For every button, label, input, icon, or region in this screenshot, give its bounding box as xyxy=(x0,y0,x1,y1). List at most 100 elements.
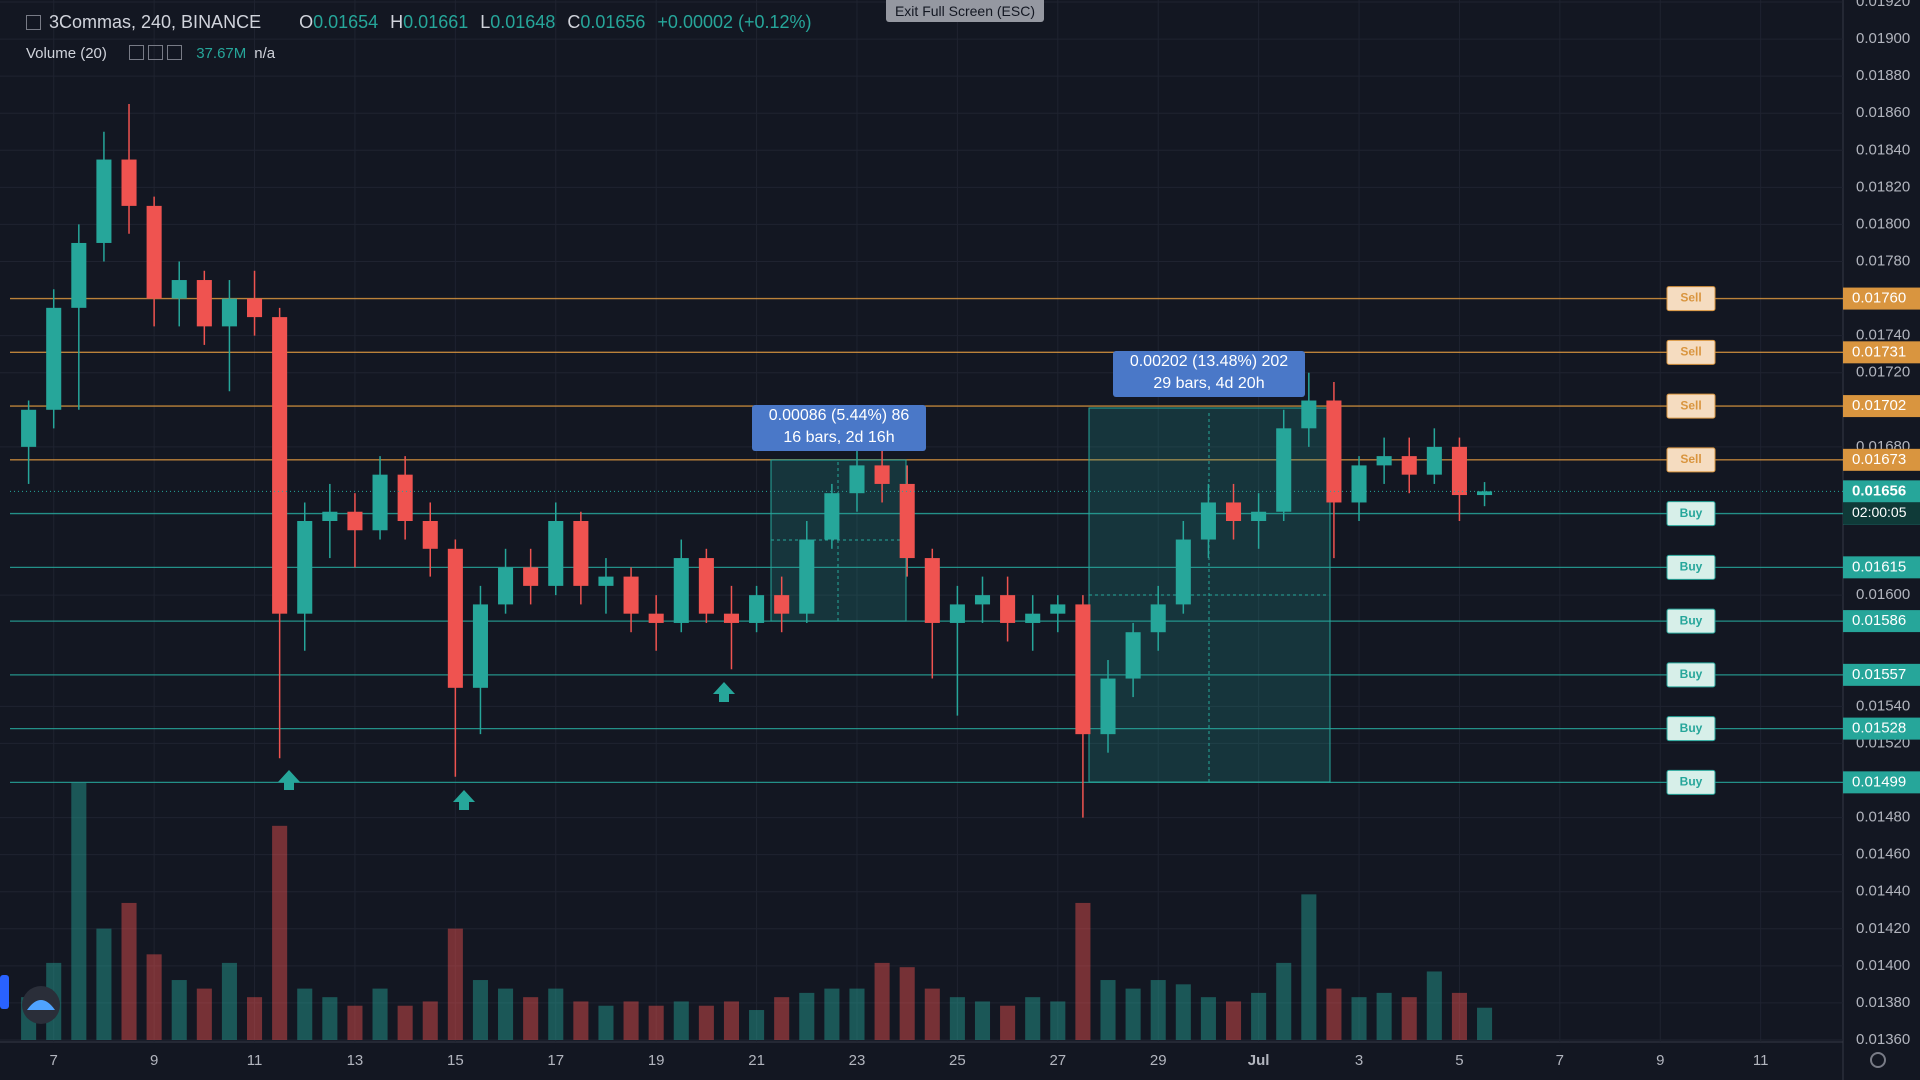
eye-icon[interactable] xyxy=(129,45,145,60)
volume-bar xyxy=(899,967,915,1040)
x-tick-label: 3 xyxy=(1355,1052,1363,1069)
exit-fullscreen[interactable]: Exit Full Screen (ESC) xyxy=(886,0,1044,22)
price-label-bg xyxy=(1843,395,1920,418)
order-button-text[interactable]: Sell xyxy=(1680,291,1701,305)
volume-bar xyxy=(648,1005,664,1040)
price-label: 0.01731 xyxy=(1852,343,1906,360)
order-button-text[interactable]: Buy xyxy=(1680,667,1703,681)
order-button[interactable] xyxy=(1666,393,1716,419)
volume-bar xyxy=(171,980,187,1040)
candle-body xyxy=(46,307,62,410)
order-button[interactable] xyxy=(1666,662,1716,688)
volume-bar xyxy=(422,1001,438,1040)
y-tick-label: 0.01800 xyxy=(1856,215,1910,232)
y-tick-label: 0.01900 xyxy=(1856,30,1910,47)
ohlc-key: H xyxy=(390,12,404,32)
candle-body xyxy=(196,280,212,327)
candle-body xyxy=(799,539,815,614)
order-button-text[interactable]: Buy xyxy=(1680,613,1703,627)
price-label: 0.01615 xyxy=(1852,558,1906,575)
y-tick-label: 0.01860 xyxy=(1856,104,1910,121)
candle-body xyxy=(849,465,865,494)
x-tick-label: Jul xyxy=(1248,1052,1270,1069)
candle-body xyxy=(523,567,539,586)
y-tick-label: 0.01400 xyxy=(1856,957,1910,974)
candle-body xyxy=(1175,539,1191,605)
y-tick-label: 0.01780 xyxy=(1856,252,1910,269)
order-button[interactable] xyxy=(1666,716,1716,742)
volume-bar xyxy=(472,980,488,1040)
measure-text: 29 bars, 4d 20h xyxy=(1153,375,1265,392)
order-button[interactable] xyxy=(1666,554,1716,580)
candle-body xyxy=(949,604,965,623)
settings-icon[interactable] xyxy=(148,45,164,60)
volume-value: 37.67M xyxy=(196,45,247,62)
price-label: 0.01557 xyxy=(1852,666,1906,683)
volume-bar xyxy=(297,988,313,1040)
ohlc-key: C xyxy=(567,12,581,32)
candle-body xyxy=(1125,632,1141,679)
y-tick-label: 0.01440 xyxy=(1856,883,1910,900)
order-button-text[interactable]: Sell xyxy=(1680,398,1701,412)
candle-body xyxy=(573,521,589,586)
order-button[interactable] xyxy=(1666,501,1716,527)
order-button[interactable] xyxy=(1666,286,1716,312)
candle-body xyxy=(1000,595,1016,623)
order-button[interactable] xyxy=(1666,447,1716,473)
volume-bar xyxy=(548,988,564,1040)
mark-layer xyxy=(10,103,1843,1040)
candle-body xyxy=(146,205,162,299)
candle-body xyxy=(272,317,288,614)
volume-bar xyxy=(272,825,288,1040)
candle-body xyxy=(1451,446,1467,496)
candle-body xyxy=(121,159,137,206)
volume-bar xyxy=(1150,980,1166,1040)
candle-body xyxy=(498,567,514,605)
x-tick-label: 9 xyxy=(1656,1052,1664,1069)
y-tick-label: 0.01840 xyxy=(1856,141,1910,158)
volume-bar xyxy=(949,997,965,1040)
side-toggle[interactable] xyxy=(0,975,9,1009)
volume-bar xyxy=(372,988,388,1040)
measure-text: 16 bars, 2d 16h xyxy=(783,429,895,446)
x-tick-label: 21 xyxy=(748,1052,765,1069)
settings-icon[interactable] xyxy=(1870,1052,1886,1068)
countdown: 02:00:05 xyxy=(1852,504,1907,520)
order-button[interactable] xyxy=(1666,608,1716,634)
measure-label: 0.00086 (5.44%) 86 16 bars, 2d 16h xyxy=(752,405,926,451)
order-button-text[interactable]: Sell xyxy=(1680,344,1701,358)
volume-bar xyxy=(824,988,840,1040)
candle-body xyxy=(1326,400,1342,503)
measure-text: 0.00202 (13.48%) 202 xyxy=(1129,353,1289,370)
candle-body xyxy=(422,521,438,549)
order-button-text[interactable]: Buy xyxy=(1680,506,1703,520)
legend-header: 3Commas, 240, BINANCE O0.01654 H0.01661 L0.… xyxy=(26,12,824,33)
price-label-bg xyxy=(1843,556,1920,579)
candle-body xyxy=(824,493,840,540)
order-button-text[interactable]: Sell xyxy=(1680,452,1701,466)
volume-study[interactable]: Volume (20) xyxy=(26,45,107,62)
order-button[interactable] xyxy=(1666,339,1716,365)
volume-ma: n/a xyxy=(254,45,276,62)
collapse-icon[interactable] xyxy=(26,15,41,30)
order-button-text[interactable]: Buy xyxy=(1680,775,1703,789)
candle-body xyxy=(247,298,263,318)
volume-bar xyxy=(1251,992,1267,1040)
remove-icon[interactable] xyxy=(167,45,183,60)
volume-bar xyxy=(523,997,539,1040)
order-button-text[interactable]: Buy xyxy=(1680,721,1703,735)
candle-body xyxy=(472,604,488,688)
candle-body xyxy=(1050,604,1066,614)
order-button[interactable] xyxy=(1666,769,1716,795)
candle-body xyxy=(96,159,112,243)
volume-bar xyxy=(247,997,263,1040)
volume-bar xyxy=(397,1005,413,1040)
y-tick-label: 0.01360 xyxy=(1856,1031,1910,1048)
candle-body xyxy=(1100,678,1116,735)
volume-bar xyxy=(573,1001,589,1040)
volume-bar xyxy=(1451,992,1467,1040)
y-tick-label: 0.01720 xyxy=(1856,364,1910,381)
order-button-text[interactable]: Buy xyxy=(1680,560,1703,574)
